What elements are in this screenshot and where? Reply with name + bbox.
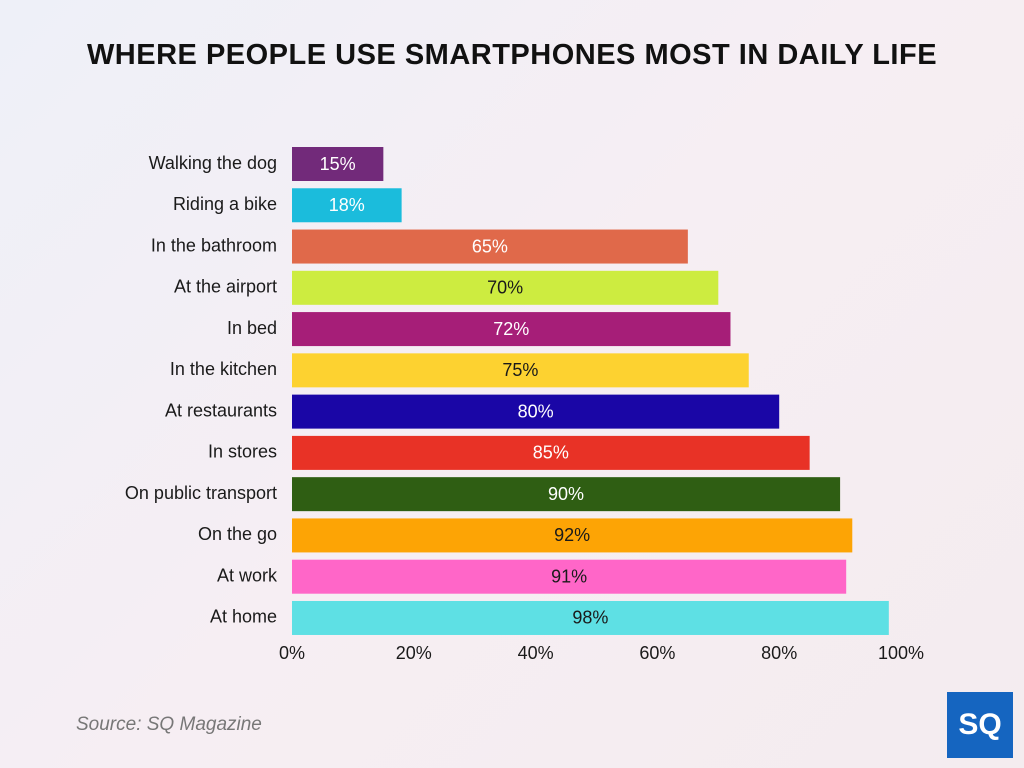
value-label: 75% xyxy=(502,360,538,380)
value-label: 18% xyxy=(329,195,365,215)
source: Source: SQ Magazine xyxy=(76,714,262,735)
bar xyxy=(292,477,841,512)
logo-box xyxy=(947,692,1013,758)
value-label: 92% xyxy=(554,525,590,545)
x-tick-label: 20% xyxy=(396,643,432,663)
value-label: 15% xyxy=(320,154,356,174)
y-tick-label: At restaurants xyxy=(165,400,277,420)
bar xyxy=(292,559,847,594)
value-label: 90% xyxy=(548,484,584,504)
chart-title: WHERE PEOPLE USE SMARTPHONES MOST IN DAI… xyxy=(86,39,938,71)
y-tick-label: Walking the dog xyxy=(149,153,277,173)
x-tick-label: 100% xyxy=(878,643,924,663)
x-tick-label: 60% xyxy=(639,643,675,663)
x-tick-label: 80% xyxy=(761,643,797,663)
x-tick-label: 0% xyxy=(279,643,305,663)
y-tick-label: On public transport xyxy=(125,483,277,503)
y-tick-label: In bed xyxy=(227,318,277,338)
bar xyxy=(292,312,731,347)
value-label: 98% xyxy=(572,608,608,628)
value-label: 70% xyxy=(487,278,523,298)
value-label: 72% xyxy=(493,319,529,339)
bar xyxy=(292,435,810,470)
bar xyxy=(292,229,688,264)
value-label: 85% xyxy=(533,443,569,463)
y-tick-label: In stores xyxy=(208,442,277,462)
y-tick-label: In the kitchen xyxy=(170,359,277,379)
y-tick-label: On the go xyxy=(198,524,277,544)
x-tick-label: 40% xyxy=(518,643,554,663)
value-label: 80% xyxy=(518,401,554,421)
bar xyxy=(292,270,719,305)
logo: SQ xyxy=(958,708,1001,741)
value-label: 91% xyxy=(551,566,587,586)
y-tick-label: At work xyxy=(217,565,278,585)
bar xyxy=(292,353,749,388)
y-tick-label: In the bathroom xyxy=(151,235,277,255)
bar xyxy=(292,518,853,553)
y-tick-label: At the airport xyxy=(174,277,277,297)
bar xyxy=(292,147,384,181)
bar xyxy=(292,600,889,635)
bar xyxy=(292,394,780,429)
value-label: 65% xyxy=(472,236,508,256)
y-tick-label: Riding a bike xyxy=(173,194,277,214)
y-tick-label: At home xyxy=(210,607,277,627)
bar xyxy=(292,188,402,223)
